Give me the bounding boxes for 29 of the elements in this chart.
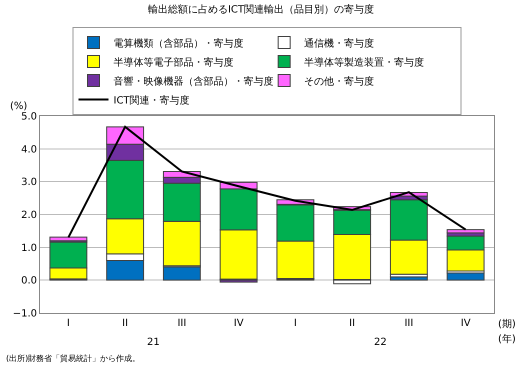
y-tick-label: 2.0 (21, 210, 37, 221)
y-tick-label: 5.0 (21, 112, 37, 122)
x-axis-title: (期) (498, 318, 516, 330)
text: 22 (374, 337, 387, 348)
legend-label: ICT関連・寄与度 (114, 94, 190, 106)
text: 21 (147, 337, 160, 348)
x-tick-label: III (177, 318, 186, 329)
y-tick-label: 3.0 (21, 177, 37, 188)
x-tick-label: II (122, 318, 128, 329)
text: (出所)財務省「貿易統計」から作成。 (6, 354, 140, 363)
y-tick-label: 4.0 (21, 144, 37, 156)
legend-label: 半導体等製造装置・寄与度 (304, 56, 424, 68)
legend-label: 通信機・寄与度 (304, 37, 374, 50)
x-tick-label: I (66, 318, 70, 329)
legend-label: その他・寄与度 (304, 75, 374, 88)
x-tick-label: III (404, 318, 414, 329)
legend-label: 半導体等電子部品・寄与度 (114, 56, 234, 68)
y-axis-title: (%) (10, 101, 28, 112)
x-tick-label: IV (234, 318, 244, 329)
legend-label: 音響・映像機器（含部品）・寄与度 (114, 75, 274, 88)
y-tick-label: 1.0 (21, 242, 37, 254)
x-tick-label: I (294, 318, 297, 329)
x-tick-label: II (349, 318, 356, 329)
y-tick-label: −1.0 (12, 308, 37, 320)
legend-label: 電算機類（含部品）・寄与度 (114, 37, 244, 50)
x-tick-label: IV (460, 318, 471, 329)
chart-title: 輸出総額に占めるICT関連輸出（品目別）の寄与度 (148, 3, 374, 16)
y-tick-label: 0.0 (21, 276, 37, 287)
text: (年) (498, 333, 516, 345)
